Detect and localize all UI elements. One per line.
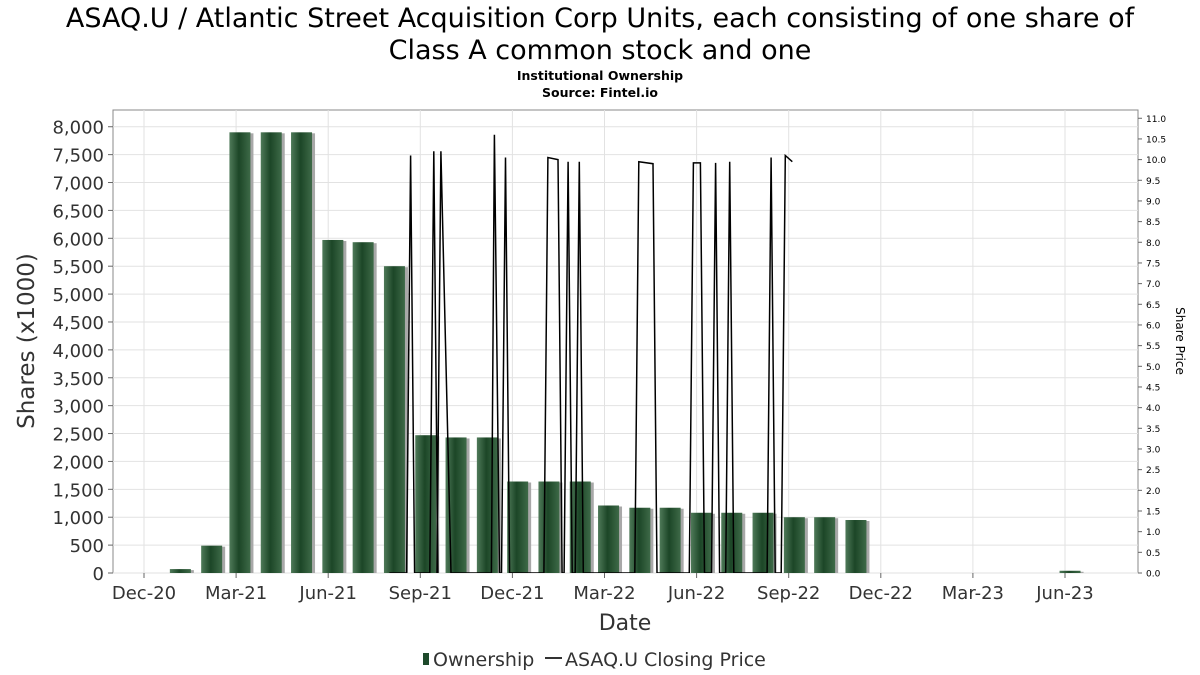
chart-title-line1: ASAQ.U / Atlantic Street Acquisition Cor… [65,3,1135,34]
price-polyline [389,134,793,573]
ownership-bar [229,132,251,574]
ownership-bar [1059,570,1081,573]
y-tick-label: 8,000 [52,118,104,139]
x-tick-label: Dec-21 [480,583,544,604]
y2-tick-label: 6.5 [1146,301,1160,311]
ownership-bar [415,435,437,573]
y2-tick-label: 4.5 [1146,383,1160,393]
legend: Ownership ASAQ.U Closing Price [423,649,766,671]
x-tick-label: Mar-23 [942,583,1004,604]
y2-axis-label: Share Price [1173,307,1187,375]
chart-subtitle: Institutional Ownership [516,68,684,83]
y-tick-label: 6,500 [52,201,104,222]
x-tick-label: Dec-22 [849,583,913,604]
y2-tick-label: 4.0 [1146,404,1161,414]
y2-tick-label: 10.0 [1146,156,1166,166]
y2-tick-label: 9.0 [1146,197,1161,207]
y-tick-label: 7,000 [52,174,104,195]
ownership-bar [201,545,223,573]
y2-tick-label: 3.0 [1146,445,1161,455]
x-axis: Dec-20 Mar-21 Jun-21 Sep-21 Dec-21 Mar-22 Jun-… [112,573,1094,604]
x-tick-label: Jun-22 [667,583,726,604]
y-tick-label: 2,500 [52,425,104,446]
y2-tick-label: 7.0 [1146,280,1161,290]
y2-tick-label: 10.5 [1146,135,1166,145]
y2-tick-label: 8.0 [1146,239,1161,249]
x-tick-label: Jun-21 [298,583,357,604]
y-tick-label: 7,500 [52,146,104,167]
chart-source: Source: Fintel.io [542,85,658,100]
ownership-bar [721,512,743,573]
y-axis-label: Shares (x1000) [14,253,40,429]
ownership-bar [783,517,805,573]
ownership-bars [169,132,1084,574]
ownership-bar [383,266,405,573]
ownership-bar [690,512,712,573]
price-line [389,134,793,573]
y2-tick-label: 2.0 [1146,487,1161,497]
y-tick-label: 4,500 [52,313,104,334]
ownership-bar [322,239,344,573]
y2-tick-label: 0.5 [1146,549,1160,559]
ownership-bar [291,132,313,574]
x-tick-label: Sep-22 [757,583,820,604]
y-tick-label: 500 [70,536,104,557]
y-axis-right: 0.0 0.5 1.0 1.5 2.0 2.5 3.0 3.5 4.0 4.5 5.0 5.5 6.0 6… [1138,115,1166,580]
y2-tick-label: 9.5 [1146,177,1160,187]
y-tick-label: 3,000 [52,397,104,418]
ownership-bar [260,132,282,574]
ownership-bar [569,481,591,573]
y2-tick-label: 2.5 [1146,466,1160,476]
y2-tick-label: 0.0 [1146,570,1161,580]
x-tick-label: Mar-22 [573,583,635,604]
y-tick-label: 1,000 [52,508,104,529]
x-tick-label: Sep-21 [389,583,452,604]
ownership-bar [169,569,191,573]
y-axis-left: 0 500 1,000 1,500 2,000 2,500 3,000 3,500 4,000 4… [52,118,113,585]
ownership-bar [629,507,651,573]
ownership-bar [814,517,836,573]
y-tick-label: 0 [93,564,104,585]
y2-tick-label: 1.0 [1146,528,1161,538]
ownership-bar [659,507,681,573]
ownership-bar [845,520,867,573]
ownership-bar [352,242,374,573]
x-tick-label: Dec-20 [112,583,176,604]
y-tick-label: 2,000 [52,452,104,473]
y-tick-label: 3,500 [52,369,104,390]
legend-ownership-swatch [423,653,429,665]
ownership-bar [752,512,774,573]
ownership-bar [598,505,620,573]
y-tick-label: 4,000 [52,341,104,362]
y-tick-label: 1,500 [52,480,104,501]
legend-ownership-label: Ownership [433,649,534,671]
y2-tick-label: 1.5 [1146,507,1160,517]
y2-tick-label: 7.5 [1146,259,1160,269]
y2-tick-label: 3.5 [1146,425,1160,435]
ownership-bar [476,437,498,573]
x-axis-label: Date [599,611,652,636]
chart-title-line2: Class A common stock and one [388,35,812,66]
y2-tick-label: 11.0 [1146,115,1166,125]
y2-tick-label: 6.0 [1146,321,1161,331]
y-tick-label: 5,000 [52,285,104,306]
x-tick-label: Mar-21 [205,583,267,604]
x-tick-label: Jun-23 [1035,583,1094,604]
legend-price-label: ASAQ.U Closing Price [565,649,766,671]
y2-tick-label: 5.5 [1146,342,1160,352]
y-tick-label: 6,000 [52,229,104,250]
ownership-bar [538,481,560,573]
y2-tick-label: 5.0 [1146,363,1161,373]
y-tick-label: 5,500 [52,257,104,278]
y2-tick-label: 8.5 [1146,218,1160,228]
ownership-bar [507,481,529,573]
